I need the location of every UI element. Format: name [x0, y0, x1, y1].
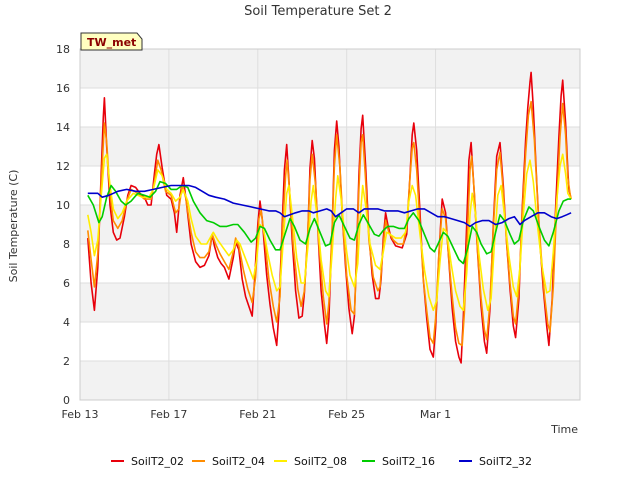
station-badge: TW_met: [80, 32, 143, 51]
y-tick-label: 10: [56, 199, 70, 212]
y-tick-label: 2: [63, 355, 70, 368]
legend: SoilT2_02 SoilT2_04 SoilT2_08 SoilT2_16 Soil…: [111, 455, 532, 468]
y-tick-label: 6: [63, 277, 70, 290]
series-lines: [87, 71, 572, 364]
legend-label-soilt2_04: SoilT2_04: [212, 455, 265, 468]
badge-label: TW_met: [87, 36, 136, 49]
x-tick-label: Feb 17: [150, 408, 187, 421]
legend-label-soilt2_02: SoilT2_02: [131, 455, 184, 468]
x-axis-label: Time: [550, 423, 578, 436]
x-tick-label: Feb 25: [328, 408, 365, 421]
y-tick-label: 4: [63, 316, 70, 329]
y-tick-labels: 0 2 4 6 8 10 12 14 16 18: [56, 43, 70, 407]
plot-band: [80, 361, 580, 400]
x-tick-label: Feb 13: [62, 408, 99, 421]
x-tick-labels: Feb 13 Feb 17 Feb 21 Feb 25 Mar 1: [62, 408, 452, 421]
series-line-soilt2_16: [87, 180, 572, 265]
y-tick-label: 12: [56, 160, 70, 173]
y-tick-label: 14: [56, 121, 70, 134]
badge-box: [80, 32, 143, 51]
series-line-soilt2_08: [87, 153, 572, 312]
plot-frame: [79, 48, 581, 401]
legend-label-soilt2_08: SoilT2_08: [294, 455, 347, 468]
plot-band: [80, 49, 580, 88]
x-tick-label: Feb 21: [239, 408, 276, 421]
plot-band: [80, 127, 580, 166]
y-tick-label: 0: [63, 394, 70, 407]
series-line-soilt2_32: [87, 184, 572, 228]
legend-label-soilt2_32: SoilT2_32: [479, 455, 532, 468]
y-tick-label: 16: [56, 82, 70, 95]
legend-label-soilt2_16: SoilT2_16: [382, 455, 435, 468]
y-axis-label: Soil Temperature (C): [7, 170, 20, 283]
series-line-soilt2_02: [87, 71, 572, 364]
chart-title: Soil Temperature Set 2: [244, 4, 392, 19]
x-tick-label: Mar 1: [420, 408, 451, 421]
y-tick-label: 8: [63, 238, 70, 251]
y-tick-label: 18: [56, 43, 70, 56]
